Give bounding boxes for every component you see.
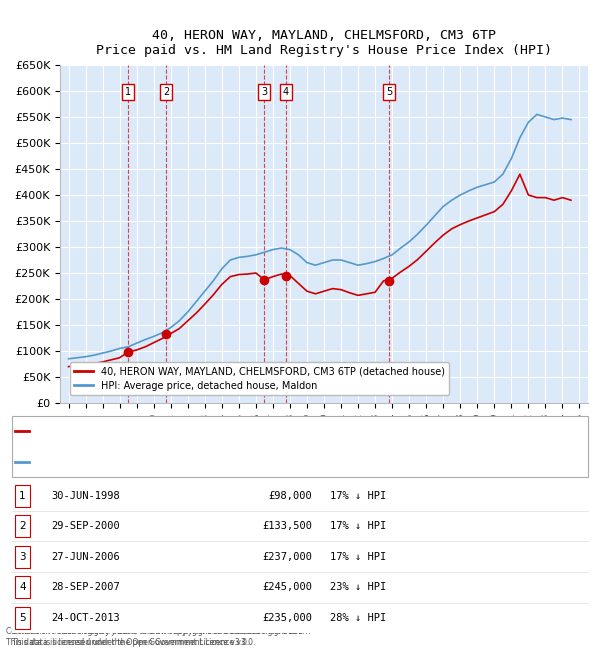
Text: 2: 2: [163, 87, 170, 97]
Title: 40, HERON WAY, MAYLAND, CHELMSFORD, CM3 6TP
Price paid vs. HM Land Registry's Ho: 40, HERON WAY, MAYLAND, CHELMSFORD, CM3 …: [96, 29, 552, 57]
Text: 3: 3: [262, 87, 268, 97]
Text: 29-SEP-2000: 29-SEP-2000: [51, 521, 120, 531]
Text: 28-SEP-2007: 28-SEP-2007: [51, 582, 120, 592]
Text: 28% ↓ HPI: 28% ↓ HPI: [330, 613, 386, 623]
Text: 5: 5: [386, 87, 392, 97]
Text: £98,000: £98,000: [268, 491, 312, 500]
Legend: 40, HERON WAY, MAYLAND, CHELMSFORD, CM3 6TP (detached house), HPI: Average price: 40, HERON WAY, MAYLAND, CHELMSFORD, CM3 …: [70, 362, 449, 395]
Text: 2: 2: [19, 521, 26, 531]
Text: 27-JUN-2006: 27-JUN-2006: [51, 552, 120, 562]
Text: Contains HM Land Registry data © Crown copyright and database right 2024.
This d: Contains HM Land Registry data © Crown c…: [12, 627, 311, 647]
Text: 3: 3: [19, 552, 26, 562]
Text: £133,500: £133,500: [262, 521, 312, 531]
Text: 40, HERON WAY, MAYLAND, CHELMSFORD, CM3 6TP (detached house): 40, HERON WAY, MAYLAND, CHELMSFORD, CM3 …: [30, 426, 374, 436]
Text: 5: 5: [19, 613, 26, 623]
Text: 23% ↓ HPI: 23% ↓ HPI: [330, 582, 386, 592]
Text: 17% ↓ HPI: 17% ↓ HPI: [330, 552, 386, 562]
Text: £245,000: £245,000: [262, 582, 312, 592]
Text: 17% ↓ HPI: 17% ↓ HPI: [330, 521, 386, 531]
Text: £237,000: £237,000: [262, 552, 312, 562]
Text: £235,000: £235,000: [262, 613, 312, 623]
Text: 4: 4: [283, 87, 289, 97]
Text: Contains HM Land Registry data © Crown copyright and database right 2024.
This d: Contains HM Land Registry data © Crown c…: [6, 627, 305, 647]
Text: 4: 4: [19, 582, 26, 592]
Text: 30-JUN-1998: 30-JUN-1998: [51, 491, 120, 500]
Text: 17% ↓ HPI: 17% ↓ HPI: [330, 491, 386, 500]
Text: 1: 1: [19, 491, 26, 500]
Text: 1: 1: [125, 87, 131, 97]
Text: 24-OCT-2013: 24-OCT-2013: [51, 613, 120, 623]
Text: HPI: Average price, detached house, Maldon: HPI: Average price, detached house, Mald…: [30, 457, 247, 467]
